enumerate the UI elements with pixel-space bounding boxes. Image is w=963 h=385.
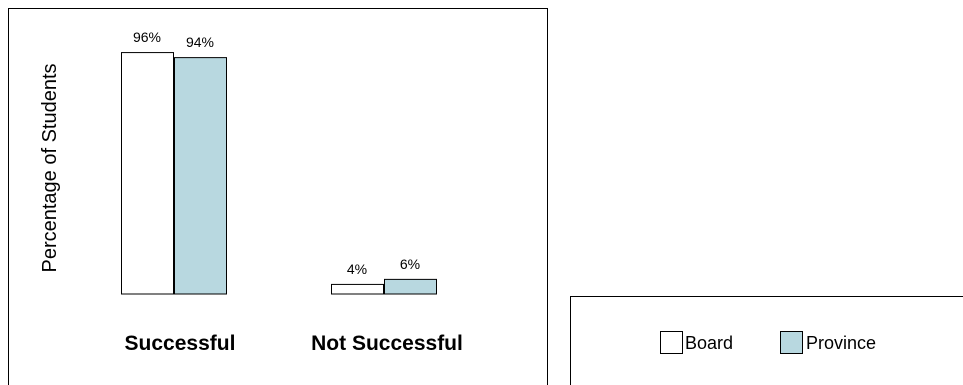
value-label-board-not-successful: 4% xyxy=(347,261,367,277)
bar-board-not-successful xyxy=(331,283,384,295)
bars-layer: 96% 94% 4% 6% xyxy=(121,29,437,295)
legend-swatch-board xyxy=(660,331,683,354)
value-label-board-successful: 96% xyxy=(133,29,161,45)
legend-swatch-province xyxy=(780,331,803,354)
value-label-province-not-successful: 6% xyxy=(400,256,420,272)
bar-board-successful xyxy=(121,52,174,295)
legend-label-board: Board xyxy=(685,333,733,353)
y-axis-title: Percentage of Students xyxy=(39,63,61,272)
legend-frame xyxy=(570,296,963,385)
legend-label-province: Province xyxy=(806,333,876,353)
bar-province-not-successful xyxy=(384,278,437,295)
bar-province-successful xyxy=(174,57,227,295)
category-label-successful: Successful xyxy=(125,332,236,355)
category-label-not-successful: Not Successful xyxy=(311,332,463,355)
value-label-province-successful: 94% xyxy=(186,34,214,50)
plot-frame xyxy=(8,8,548,385)
